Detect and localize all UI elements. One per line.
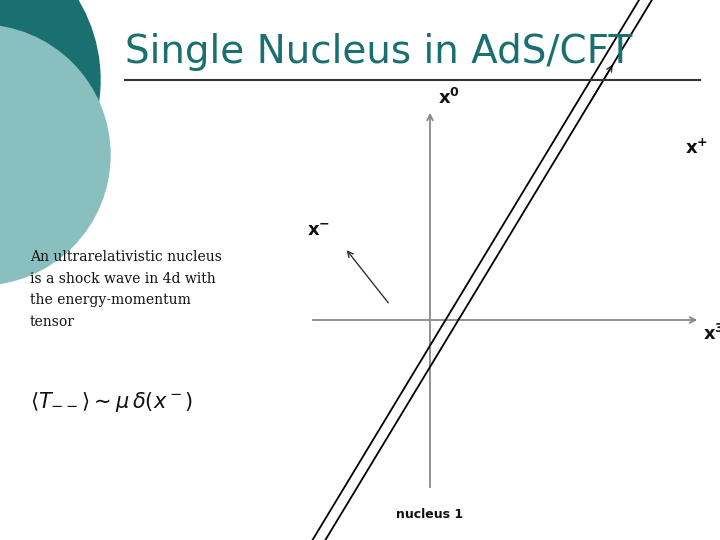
Text: $\mathbf{x}^\mathbf{+}$: $\mathbf{x}^\mathbf{+}$ [685,138,708,158]
Text: An ultrarelativistic nucleus
is a shock wave in 4d with
the energy-momentum
tens: An ultrarelativistic nucleus is a shock … [30,250,222,329]
Text: Single Nucleus in AdS/CFT: Single Nucleus in AdS/CFT [125,33,632,71]
Text: nucleus 1: nucleus 1 [397,509,464,522]
Text: $\mathbf{x}^\mathbf{3}$: $\mathbf{x}^\mathbf{3}$ [703,324,720,344]
Circle shape [0,0,100,235]
Circle shape [0,25,110,285]
Text: $\langle T_{--}\rangle \sim \mu\,\delta(x^-)$: $\langle T_{--}\rangle \sim \mu\,\delta(… [30,390,193,414]
Text: $\mathbf{x}^\mathbf{0}$: $\mathbf{x}^\mathbf{0}$ [438,88,460,108]
Text: $\mathbf{x}^\mathbf{-}$: $\mathbf{x}^\mathbf{-}$ [307,222,330,240]
